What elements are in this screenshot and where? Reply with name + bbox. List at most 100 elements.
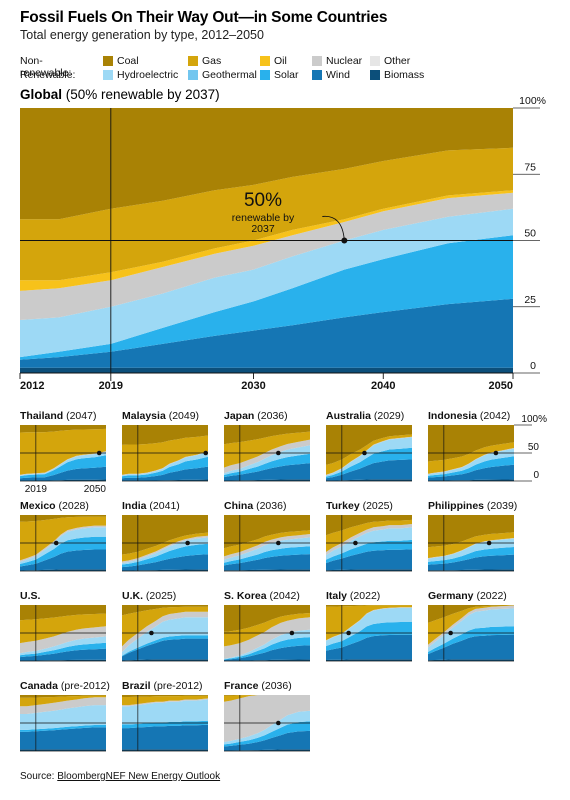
global-area-nuclear (20, 192, 513, 320)
country-france-area-gas (224, 695, 310, 702)
country-ytick-0: 0 (533, 470, 539, 481)
legend-label-gas: Gas (202, 55, 222, 67)
country-chart-mexico: Mexico (2028) (20, 500, 106, 572)
country-crossover-turkey: (2025) (360, 500, 393, 512)
country-name-u-k: U.K. (122, 590, 143, 602)
legend-label-solar: Solar (274, 69, 299, 81)
global-xtick-2030: 2030 (241, 380, 265, 392)
country-china-area-biomass (224, 569, 310, 571)
country-malaysia-area-solar (122, 456, 208, 479)
country-crossover-canada: (pre-2012) (58, 680, 110, 692)
country-france-area-biomass (224, 749, 310, 751)
country-chart-turkey: Turkey (2025) (326, 500, 412, 572)
country-chart-france: France (2036) (224, 680, 310, 752)
country-italy-area-solar (326, 622, 412, 651)
legend-swatch-hydroelectric (103, 70, 113, 80)
country-germany-area-biomass (428, 659, 514, 661)
source-link[interactable]: BloombergNEF New Energy Outlook (57, 771, 221, 782)
country-italy-area-coal (326, 605, 412, 607)
country-u-k-area-coal (122, 605, 208, 616)
country-italy-area-hydroelectric (326, 607, 412, 647)
country-france-area-solar (224, 721, 310, 747)
country-thailand-area-hydroelectric (20, 451, 106, 477)
country-marker-mexico (53, 540, 59, 546)
country-u-s-area-gas (20, 613, 106, 644)
country-crossover-germany: (2022) (474, 590, 507, 602)
country-china-area-nuclear (224, 534, 310, 560)
country-title-turkey: Turkey (2025) (326, 500, 393, 512)
country-thailand-area-solar (20, 455, 106, 479)
country-australia-area-gas (326, 434, 412, 475)
country-name-japan: Japan (224, 410, 254, 422)
country-canada-area-solar (20, 725, 106, 732)
country-xtick-2050: 2050 (84, 484, 107, 495)
country-canada-area-coal (20, 695, 106, 698)
country-u-s-area-hydroelectric (20, 636, 106, 656)
country-crossover-italy: (2022) (347, 590, 380, 602)
country-brazil-area-gas (122, 695, 208, 706)
country-india-area-wind (122, 554, 208, 571)
country-turkey-area-wind (326, 549, 412, 571)
country-title-france: France (2036) (224, 680, 292, 692)
country-thailand-area-coal (20, 425, 106, 433)
country-philippines-area-hydroelectric (428, 538, 514, 562)
country-philippines-area-wind (428, 554, 514, 571)
legend-swatch-nuclear (312, 56, 322, 66)
country-name-s-korea: S. Korea (224, 590, 267, 602)
country-s-korea-area-nuclear (224, 617, 310, 659)
global-ytick-75: 75 (524, 161, 536, 173)
country-title-mexico: Mexico (2028) (20, 500, 89, 512)
legend-renewable-label: Renewable: (20, 69, 76, 81)
country-u-k-area-biomass (122, 659, 208, 661)
country-brazil-area-solar (122, 720, 208, 729)
country-u-k-area-solar (122, 635, 208, 657)
legend-swatch-other (370, 56, 380, 66)
legend-swatch-oil (260, 56, 270, 66)
country-italy-area-wind (326, 634, 412, 660)
country-ytick-100: 100% (521, 414, 547, 425)
country-china-area-solar (224, 546, 310, 566)
country-crossover-malaysia: (2049) (166, 410, 199, 422)
country-title-india: India (2041) (122, 500, 180, 512)
legend-swatch-coal (103, 56, 113, 66)
global-ytick-100: 100% (519, 95, 546, 107)
country-marker-china (276, 540, 281, 546)
country-name-australia: Australia (326, 410, 371, 422)
country-china-area-wind (224, 554, 310, 571)
country-u-s-area-coal (20, 605, 106, 621)
country-canada-area-nuclear (20, 697, 106, 714)
legend-label-hydroelectric: Hydroelectric (117, 69, 179, 81)
country-name-turkey: Turkey (326, 500, 360, 512)
source-note: Source: BloombergNEF New Energy Outlook (20, 771, 220, 782)
country-marker-thailand (96, 450, 102, 456)
country-chart-u-s: U.S. (20, 590, 106, 662)
country-turkey-area-nuclear (326, 524, 412, 556)
country-canada-area-wind (20, 727, 106, 750)
country-u-k-area-wind (122, 638, 208, 661)
country-mexico-area-biomass (20, 569, 106, 571)
global-annotation-value: 50% (244, 190, 282, 211)
country-chart-malaysia: Malaysia (2049) (122, 410, 209, 482)
country-mexico-area-wind (20, 549, 106, 571)
country-crossover-indonesia: (2042) (477, 410, 510, 422)
global-area-hydroelectric (20, 208, 513, 358)
country-chart-china: China (2036) (224, 500, 310, 572)
country-india-area-solar (122, 543, 208, 568)
country-canada-area-biomass (20, 749, 106, 751)
country-xtick-2019: 2019 (25, 484, 48, 495)
global-area-solar (20, 235, 513, 360)
country-chart-brazil: Brazil (pre-2012) (122, 680, 208, 752)
country-chart-india: India (2041) (122, 500, 208, 572)
country-name-indonesia: Indonesia (428, 410, 477, 422)
country-india-area-coal (122, 515, 208, 555)
legend-swatch-wind (312, 70, 322, 80)
country-crossover-china: (2036) (253, 500, 286, 512)
country-marker-philippines (486, 540, 492, 546)
country-title-japan: Japan (2036) (224, 410, 288, 422)
country-name-philippines: Philippines (428, 500, 484, 512)
global-title-rest: (50% renewable by 2037) (62, 87, 220, 102)
country-marker-u-k (149, 630, 154, 636)
global-title-bold: Global (20, 87, 63, 102)
legend-swatch-gas (188, 56, 198, 66)
country-philippines-area-gas (428, 532, 514, 559)
